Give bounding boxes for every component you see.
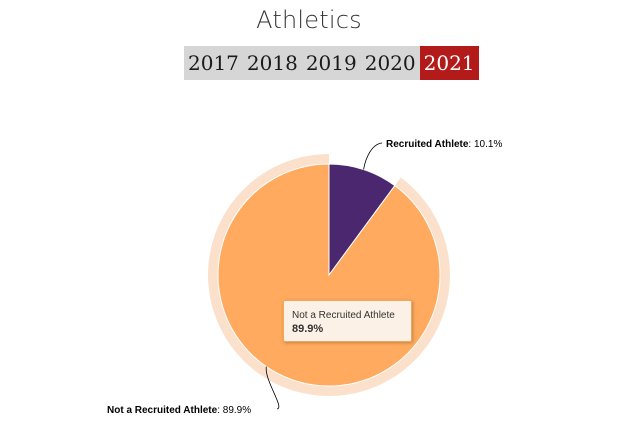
data-label-recruited: Recruited Athlete: 10.1% <box>386 139 502 150</box>
year-tab-2019[interactable]: 2019 <box>305 51 357 75</box>
tooltip-value: 89.9% <box>292 323 324 335</box>
data-label-recruited-value: 10.1% <box>474 139 502 150</box>
data-label-not-recruited-name: Not a Recruited Athlete <box>107 405 218 416</box>
year-tab-2017[interactable]: 2017 <box>188 51 239 75</box>
year-tab-bar: 2017 2018 2019 2020 2021 <box>184 46 479 80</box>
pie-slice-recruited-athlete[interactable] <box>328 163 396 277</box>
data-label-not-recruited-sep: : <box>217 405 223 416</box>
hover-tooltip: Not a Recruited Athlete 89.9% <box>283 300 412 342</box>
tooltip-series-name: Not a Recruited Athlete <box>292 310 395 321</box>
year-tab-2020[interactable]: 2020 <box>364 51 416 75</box>
year-tab-2018[interactable]: 2018 <box>246 51 298 75</box>
data-label-recruited-name: Recruited Athlete <box>386 139 469 150</box>
data-label-connector-recruited <box>363 142 383 170</box>
pie-slice-not-a-recruited-athlete[interactable] <box>217 163 441 387</box>
data-label-connector-not-recruited <box>265 366 280 410</box>
year-tab-2021[interactable]: 2021 <box>419 46 479 80</box>
data-label-not-recruited-value: 89.9% <box>223 405 251 416</box>
chart-title: Athletics <box>256 6 362 34</box>
data-label-not-recruited: Not a Recruited Athlete: 89.9% <box>107 405 251 416</box>
data-label-recruited-sep: : <box>468 139 474 150</box>
